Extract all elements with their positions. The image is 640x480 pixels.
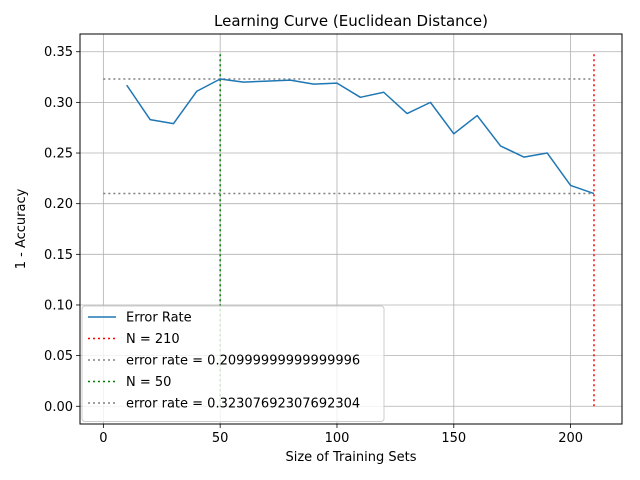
y-tick-label: 0.30 xyxy=(44,96,73,111)
x-axis-label: Size of Training Sets xyxy=(285,450,416,465)
x-tick-label: 100 xyxy=(325,431,350,446)
legend-label: error rate = 0.32307692307692304 xyxy=(126,397,360,412)
chart-title: Learning Curve (Euclidean Distance) xyxy=(214,12,488,30)
y-axis-label: 1 - Accuracy xyxy=(14,188,29,269)
grid xyxy=(80,34,622,424)
x-tick-label: 50 xyxy=(212,431,229,446)
legend-box xyxy=(81,305,385,422)
reference-lines xyxy=(103,51,595,407)
y-tick-label: 0.35 xyxy=(44,45,73,60)
y-tick-label: 0.00 xyxy=(44,400,73,415)
y-tick-label: 0.15 xyxy=(44,248,73,263)
y-tick-label: 0.20 xyxy=(44,197,73,212)
x-tick-label: 150 xyxy=(441,431,466,446)
y-tick-label: 0.10 xyxy=(44,298,73,313)
y-tick-label: 0.05 xyxy=(44,349,73,364)
y-tick-label: 0.25 xyxy=(44,147,73,162)
legend-label: error rate = 0.20999999999999996 xyxy=(126,354,360,369)
legend-label: Error Rate xyxy=(126,311,192,326)
x-tick-label: 200 xyxy=(558,431,583,446)
ticks: 0 50 100 150 200 0.00 0.05 0.10 0.15 0.20 0.25 0.30… xyxy=(44,45,583,446)
legend-label: N = 210 xyxy=(126,332,180,347)
legend-label: N = 50 xyxy=(126,375,171,390)
x-tick-label: 0 xyxy=(99,431,107,446)
legend: Error Rate N = 210 error rate = 0.20999999… xyxy=(81,305,385,422)
series xyxy=(126,78,595,195)
axes-frame xyxy=(79,33,623,425)
